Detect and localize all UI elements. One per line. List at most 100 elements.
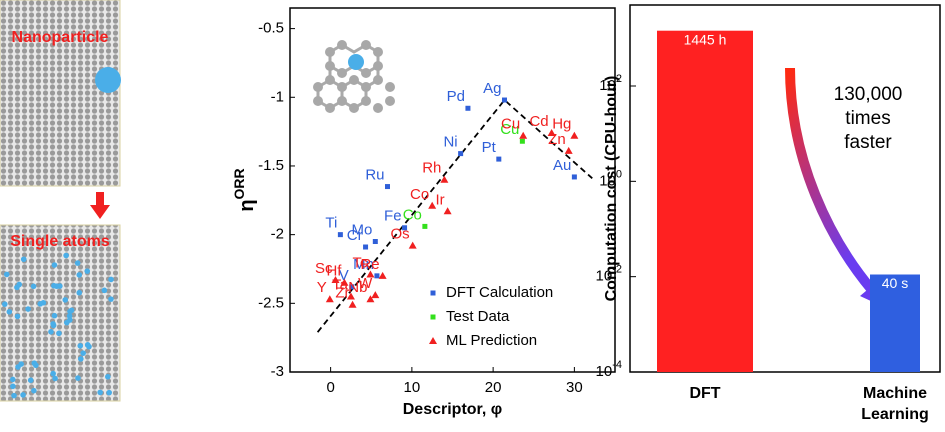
point-label: Pd [447, 88, 465, 105]
data-point [385, 184, 390, 190]
data-point [502, 97, 507, 103]
data-point [570, 131, 579, 139]
single-atom-dots [1, 252, 114, 399]
point-label: Mn [353, 256, 374, 273]
y-tick-exponent: -2 [612, 264, 622, 276]
y-tick-label: -2.5 [258, 294, 284, 311]
point-label: Fe [384, 208, 402, 225]
point-label: V [339, 267, 349, 284]
y-tick-label: -0.5 [258, 20, 284, 37]
legend-marker [430, 314, 436, 320]
data-point [564, 146, 573, 154]
data-point [571, 174, 577, 180]
y-tick-label: 10-2 [596, 264, 622, 285]
y-tick-base: 10 [599, 77, 616, 94]
point-label: Tc [352, 254, 368, 271]
annotation: 130,000 [834, 84, 903, 105]
point-label: Ni [443, 134, 457, 151]
x-tick-label: 0 [326, 379, 334, 396]
data-point [346, 292, 355, 300]
data-point [402, 225, 408, 231]
data-point [337, 232, 343, 238]
y-tick-label: -2 [271, 226, 284, 243]
point-label: Ru [365, 167, 384, 184]
data-point [458, 151, 464, 157]
data-point [366, 270, 375, 278]
y-tick-label: -3 [271, 363, 284, 380]
data-point [340, 278, 349, 286]
data-point [372, 239, 378, 245]
point-label: Ag [483, 80, 501, 97]
y-tick-exponent: -4 [612, 359, 622, 371]
legend-marker [430, 290, 436, 296]
data-point [440, 175, 449, 183]
y-tick-exponent: 0 [616, 168, 622, 180]
point-label: Hg [552, 116, 571, 133]
y-axis-label: Computation cost (CPU-hour) [603, 76, 620, 302]
speedup-arrow [785, 67, 876, 294]
data-point [374, 273, 380, 279]
nanoparticle-panel [0, 0, 121, 187]
point-label: Cr [347, 227, 363, 244]
y-tick-label: -1.5 [258, 157, 284, 174]
y-tick-exponent: 2 [616, 73, 622, 85]
plot-frame [289, 7, 616, 373]
y-tick-label: 100 [599, 168, 622, 189]
point-label: Rh [422, 160, 441, 177]
point-label: Sc [315, 260, 333, 277]
point-label: Pt [482, 139, 497, 156]
point-label: Co [410, 186, 429, 203]
data-point [408, 241, 417, 249]
data-point [349, 284, 355, 290]
point-label: Ti [325, 215, 337, 232]
y-tick-base: 10 [599, 172, 616, 189]
inset-structure [313, 40, 395, 113]
y-tick-label: 102 [599, 73, 622, 94]
bar [657, 30, 753, 373]
data-point [348, 300, 357, 308]
down-arrow-head [90, 205, 110, 219]
bar [870, 274, 920, 372]
y-axis-symbol: η [236, 199, 258, 211]
point-label: W [358, 275, 373, 292]
data-point [422, 223, 428, 229]
point-label: Y [317, 279, 327, 296]
data-point [428, 201, 437, 209]
data-point [331, 275, 340, 283]
plot-frame [629, 4, 941, 373]
x-tick-label: Machine Learning [861, 385, 929, 423]
data-point [496, 156, 502, 162]
legend-label: ML Prediction [446, 332, 537, 349]
single-atoms-panel [0, 224, 121, 402]
point-label: Ir [435, 191, 444, 208]
point-label: Ta [332, 276, 349, 293]
data-point [465, 105, 471, 111]
x-tick-label: 30 [566, 379, 583, 396]
y-tick-label: 10-4 [596, 359, 622, 380]
data-point [519, 138, 525, 144]
legend-label: DFT Calculation [446, 284, 553, 301]
data-point [366, 295, 375, 303]
legend-marker [429, 337, 437, 344]
point-label: Os [391, 226, 410, 243]
x-axis-label: Descriptor, φ [403, 401, 502, 418]
data-point [547, 128, 556, 136]
data-point [443, 207, 452, 215]
data-point [371, 291, 380, 299]
point-label: Zn [548, 131, 566, 148]
point-label: Cu [501, 116, 520, 133]
y-tick-label: -1 [271, 88, 284, 105]
point-label: Mo [351, 221, 372, 238]
x-tick-label: 20 [485, 379, 502, 396]
point-label: Re [360, 256, 379, 273]
value-label: 1445 h [684, 31, 727, 47]
panel-label: Single atoms [10, 233, 110, 250]
point-label: Au [553, 157, 571, 174]
point-label: Nb [348, 279, 367, 296]
down-arrow [96, 192, 104, 206]
y-axis-superscript: ORR [231, 168, 247, 199]
point-label: Cd [529, 113, 548, 130]
point-label: Co [403, 206, 422, 223]
